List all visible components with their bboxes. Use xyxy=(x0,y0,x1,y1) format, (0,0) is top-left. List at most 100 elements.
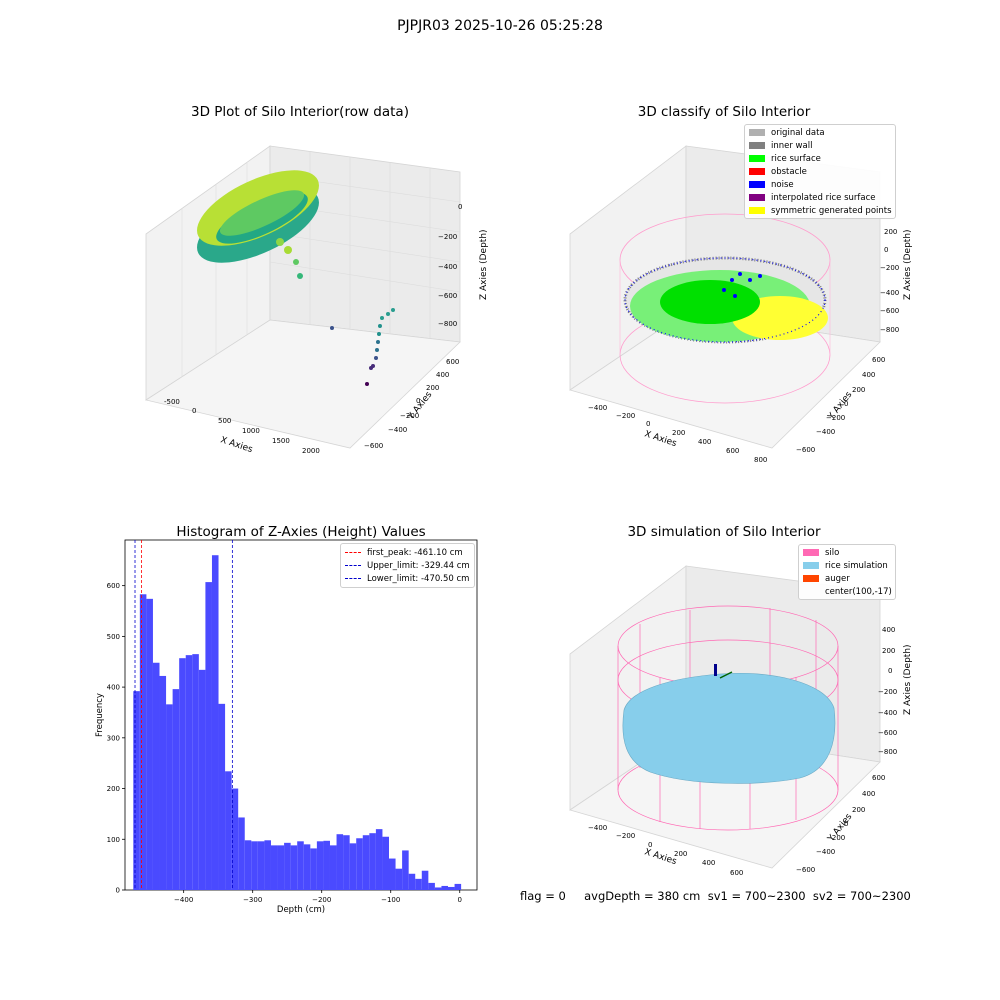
panel2-y-ticks: 600 400 200 0 −200 −400 −600 xyxy=(796,356,885,454)
panel4-3d-plot: −400 −200 0 200 400 600 X Axies 600 400 … xyxy=(569,565,913,877)
legend-label: rice simulation xyxy=(825,560,888,571)
legend-label: auger xyxy=(825,573,850,584)
panel4-ytick: 0 xyxy=(844,820,848,828)
histogram-bar xyxy=(139,594,147,890)
histogram-ytick-label: 0 xyxy=(116,887,120,895)
panel1-ztick: −800 xyxy=(438,320,457,328)
panel2-xtick: −200 xyxy=(616,412,635,420)
histogram-bar xyxy=(316,841,324,890)
histogram-bar xyxy=(218,703,226,890)
histogram-ytick-label: 400 xyxy=(107,684,120,692)
panel1-xtick: 2000 xyxy=(302,447,320,455)
panel1-ztick: −400 xyxy=(438,263,457,271)
status-footer: flag = 0 avgDepth = 380 cm sv1 = 700~230… xyxy=(520,889,911,903)
panel1-ytick: 0 xyxy=(416,397,420,405)
legend-swatch xyxy=(803,562,819,569)
legend-line xyxy=(345,578,361,579)
legend-entry: auger xyxy=(803,572,895,585)
panel1-ytick: −400 xyxy=(388,426,407,434)
histogram-bar xyxy=(310,848,317,890)
panel2-xtick: 200 xyxy=(672,429,685,437)
legend-swatch xyxy=(749,207,765,214)
histogram-bar xyxy=(211,555,219,890)
panel4-ztick: 200 xyxy=(882,647,895,655)
panel1-ztick: 0 xyxy=(458,203,462,211)
legend-label: obstacle xyxy=(771,166,807,177)
histogram-bar xyxy=(434,887,442,890)
legend-entry: Lower_limit: -470.50 cm xyxy=(345,572,474,585)
legend-entry: inner wall xyxy=(749,139,895,152)
panel1-xtick: 1000 xyxy=(242,427,260,435)
panel1-ytick: 200 xyxy=(426,384,439,392)
histogram-bar xyxy=(389,858,396,890)
histogram-bar xyxy=(362,835,370,890)
panel4-ytick: −400 xyxy=(816,848,835,856)
panel1-ztick: −200 xyxy=(438,233,457,241)
histogram-bar xyxy=(277,845,285,890)
histogram-bar xyxy=(284,842,291,890)
panel4-z-ticks: 400 200 0 −200 −400 −600 −800 xyxy=(878,626,897,756)
panel2-ztick: −400 xyxy=(880,289,899,297)
panel1-z-ticks: 0 −200 −400 −600 −800 xyxy=(438,203,462,328)
legend-label: original data xyxy=(771,127,825,138)
panel4-ztick: 400 xyxy=(882,626,895,634)
panel2-x-ticks: −400 −200 0 200 400 600 800 xyxy=(588,404,767,464)
legend-entry: interpolated rice surface xyxy=(749,191,895,204)
panel4-ztick: −600 xyxy=(878,729,897,737)
histogram-bar xyxy=(415,878,422,890)
legend-label: center(100,-17) xyxy=(825,586,892,597)
histogram-bar xyxy=(159,675,167,890)
panel1-ytick: 600 xyxy=(446,358,459,366)
histogram-bar xyxy=(448,886,455,890)
panel2-title: 3D classify of Silo Interior xyxy=(637,104,811,120)
legend-swatch xyxy=(749,155,765,162)
panel1-outlier-points xyxy=(330,308,395,386)
legend-label: noise xyxy=(771,179,794,190)
histogram-bar xyxy=(179,658,186,890)
panel1-ztick: −600 xyxy=(438,292,457,300)
panel4-ytick: 600 xyxy=(872,774,885,782)
panel2-3d-plot: −400 −200 0 200 400 600 800 X Axies 600 … xyxy=(569,145,913,464)
panel4-ytick: −200 xyxy=(826,834,845,842)
panel1-ytick: 400 xyxy=(436,371,449,379)
histogram-bar xyxy=(238,817,245,890)
histogram-bar xyxy=(303,844,311,890)
panel1-title: 3D Plot of Silo Interior(row data) xyxy=(191,104,409,120)
panel2-silo-points xyxy=(619,213,831,404)
histogram-bar xyxy=(349,843,357,890)
panel4-xlabel: X Axies xyxy=(643,847,678,867)
histogram-vlines xyxy=(134,540,233,890)
panel2-ytick: 600 xyxy=(872,356,885,364)
panel1-xtick: 1500 xyxy=(272,437,290,445)
histogram-bar xyxy=(369,833,376,890)
panel2-ztick: 200 xyxy=(884,228,897,236)
legend-entry: Upper_limit: -329.44 cm xyxy=(345,559,474,572)
histogram-bar xyxy=(297,841,304,890)
histogram-xtick-label: −400 xyxy=(174,896,193,904)
legend-label: first_peak: -461.10 cm xyxy=(367,547,463,558)
panel1-x-ticks: -500 0 500 1000 1500 2000 xyxy=(164,398,320,455)
histogram-bar xyxy=(152,662,160,890)
histogram-ytick-label: 200 xyxy=(107,785,120,793)
panel4-xtick: 400 xyxy=(702,859,715,867)
histogram-bar xyxy=(205,582,212,890)
panel2-ztick: 0 xyxy=(884,246,888,254)
histogram-bar xyxy=(329,845,337,890)
legend-swatch xyxy=(749,181,765,188)
legend-label: silo xyxy=(825,547,840,558)
histogram-bar xyxy=(454,883,462,890)
histogram-bar xyxy=(192,654,199,890)
panel4-ztick: −800 xyxy=(878,748,897,756)
panel2-ztick: −600 xyxy=(880,307,899,315)
legend-entry: first_peak: -461.10 cm xyxy=(345,546,474,559)
panel1-3d-plot: -500 0 500 1000 1500 2000 X Axies 600 40… xyxy=(144,145,489,455)
legend-entry: silo xyxy=(803,546,895,559)
panel4-auger xyxy=(714,664,733,679)
panel2-ytick: −200 xyxy=(826,414,845,422)
panel4-y-ticks: 600 400 200 0 −200 −400 −600 xyxy=(796,774,885,874)
histogram-bar xyxy=(225,771,232,890)
panel2-ztick: −800 xyxy=(880,326,899,334)
histogram-bar xyxy=(408,873,416,890)
panel4-title: 3D simulation of Silo Interior xyxy=(627,524,821,540)
histogram-bar xyxy=(290,845,298,890)
